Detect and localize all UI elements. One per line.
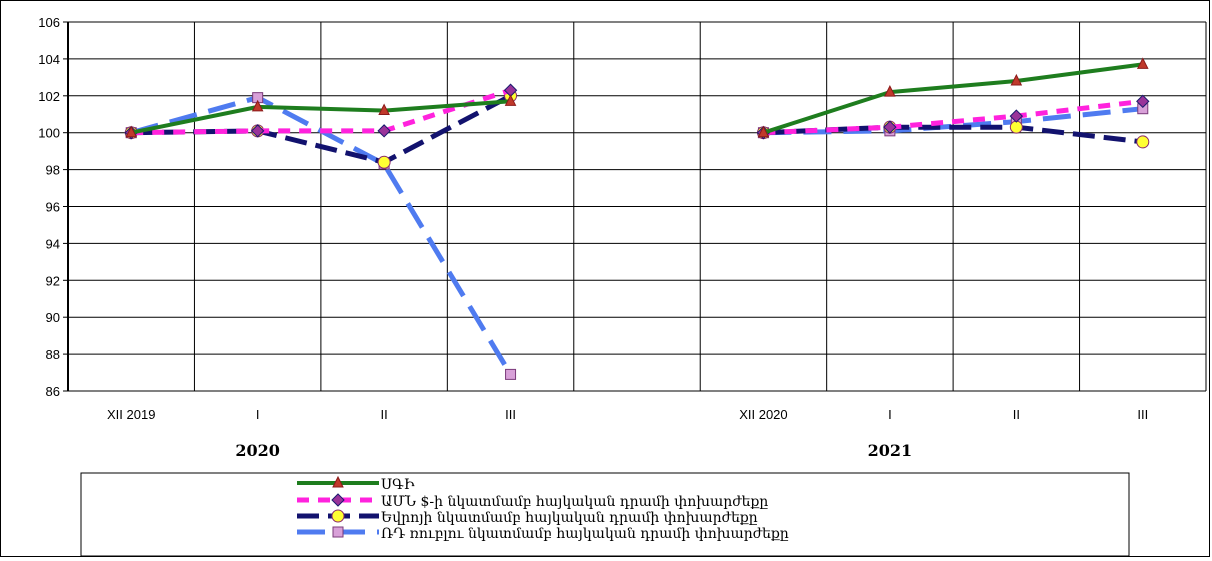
data-point-marker: [125, 125, 138, 138]
x-tick-label: II: [1013, 407, 1020, 422]
series-line: [131, 87, 512, 136]
legend-label: ԱՄՆ $-ի նկատմամբ հայկական դրամի փոխարժեք…: [381, 494, 768, 510]
data-point-marker: [377, 155, 391, 169]
data-point-marker: [1010, 73, 1023, 86]
y-tick-label: 86: [46, 384, 60, 399]
axes: [63, 21, 1207, 392]
data-point-marker: [1009, 109, 1024, 123]
data-point-marker: [377, 124, 391, 138]
y-tick-label: 94: [46, 236, 60, 251]
grid-lines: [68, 21, 1206, 392]
y-tick-label: 106: [38, 15, 60, 30]
legend-label: ՍԳԻ: [381, 477, 415, 493]
legend-marker: [331, 509, 345, 523]
group-label: 2021: [868, 441, 913, 460]
x-tick-label: III: [1137, 407, 1148, 422]
y-tick-label: 96: [46, 200, 60, 215]
data-point-marker: [251, 99, 264, 112]
legend-marker: [332, 475, 344, 488]
legend-label: Եվրոյի նկատմամբ հայկական դրամի փոխարժեքը: [381, 510, 758, 526]
data-series: [124, 57, 1150, 380]
x-tick-label: I: [256, 407, 260, 422]
legend-label: ՌԴ ռուբլու նկատմամբ հայկական դրամի փոխար…: [381, 526, 789, 542]
data-point-marker: [1136, 57, 1149, 69]
y-tick-label: 102: [38, 89, 60, 104]
data-point-marker: [883, 120, 897, 134]
x-tick-label: XII 2019: [107, 407, 155, 422]
x-tick-label: I: [888, 407, 892, 422]
data-point-marker: [1009, 120, 1023, 134]
y-tick-label: 104: [38, 52, 60, 67]
y-tick-label: 88: [46, 347, 60, 362]
data-point-marker: [378, 103, 390, 116]
data-point-marker: [884, 84, 896, 97]
data-point-marker: [1136, 135, 1150, 149]
legend-marker: [331, 493, 345, 507]
data-point-marker: [1136, 94, 1150, 109]
legend-marker: [332, 526, 344, 538]
data-point-marker: [250, 124, 265, 138]
x-tick-label: XII 2020: [739, 407, 787, 422]
series-line: [762, 62, 1144, 135]
series-line: [763, 98, 1144, 136]
series-line: [130, 99, 511, 135]
data-point-marker: [504, 94, 517, 106]
legend-box: [80, 472, 1130, 557]
data-point-marker: [505, 368, 517, 380]
y-tick-label: 98: [46, 163, 60, 178]
data-point-marker: [757, 125, 770, 138]
group-label: 2020: [235, 441, 280, 460]
y-tick-label: 100: [38, 126, 60, 141]
x-tick-label: II: [380, 407, 387, 422]
y-tick-label: 90: [46, 310, 60, 325]
x-tick-label: III: [505, 407, 516, 422]
y-tick-label: 92: [46, 273, 60, 288]
